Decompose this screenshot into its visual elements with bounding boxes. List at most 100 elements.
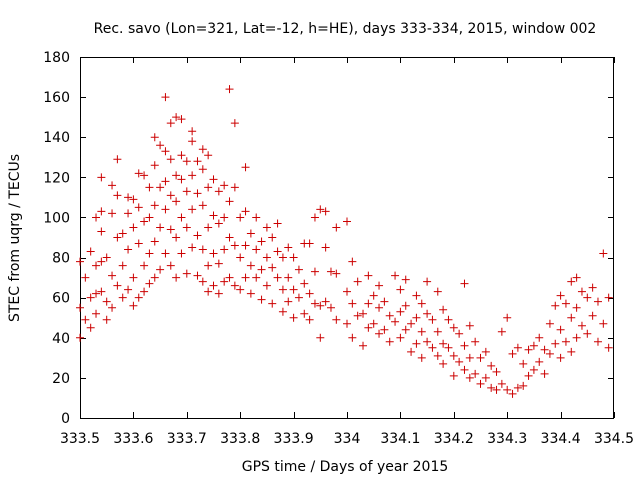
data-point bbox=[583, 329, 592, 338]
data-point bbox=[198, 277, 207, 286]
data-point bbox=[417, 327, 426, 336]
data-point bbox=[471, 337, 480, 346]
data-point bbox=[369, 291, 378, 300]
data-point bbox=[140, 287, 149, 296]
data-point bbox=[535, 357, 544, 366]
data-point bbox=[204, 151, 213, 160]
data-point bbox=[156, 141, 165, 150]
data-point bbox=[182, 157, 191, 166]
data-point bbox=[220, 213, 229, 222]
data-point bbox=[294, 265, 303, 274]
data-point bbox=[487, 361, 496, 370]
data-point bbox=[198, 145, 207, 154]
data-point bbox=[567, 347, 576, 356]
data-point bbox=[535, 333, 544, 342]
data-point bbox=[92, 261, 101, 270]
data-point bbox=[161, 93, 170, 102]
data-point bbox=[310, 299, 319, 308]
data-point bbox=[177, 151, 186, 160]
data-point bbox=[428, 343, 437, 352]
data-point bbox=[246, 289, 255, 298]
data-point bbox=[401, 301, 410, 310]
data-point bbox=[343, 217, 351, 226]
data-point bbox=[359, 341, 368, 350]
data-point bbox=[124, 209, 133, 218]
x-tick-label: 333.5 bbox=[60, 431, 100, 447]
data-point bbox=[204, 287, 213, 296]
data-point bbox=[161, 205, 170, 214]
data-point bbox=[401, 275, 410, 284]
data-point bbox=[348, 257, 357, 266]
data-point bbox=[236, 213, 245, 222]
data-point bbox=[102, 297, 111, 306]
data-point bbox=[225, 197, 234, 206]
data-point bbox=[129, 301, 138, 310]
data-point bbox=[193, 189, 202, 198]
data-point bbox=[166, 261, 175, 270]
data-point bbox=[305, 289, 314, 298]
data-point bbox=[268, 299, 277, 308]
data-point bbox=[540, 369, 549, 378]
y-tick-label: 60 bbox=[52, 291, 70, 307]
data-point bbox=[300, 279, 309, 288]
data-point bbox=[310, 267, 319, 276]
y-tick-label: 100 bbox=[43, 210, 70, 226]
data-point bbox=[497, 327, 506, 336]
data-point bbox=[113, 281, 122, 290]
data-point bbox=[129, 223, 138, 232]
data-point bbox=[577, 287, 586, 296]
x-tick-label: 334.3 bbox=[487, 431, 527, 447]
data-point bbox=[81, 315, 90, 324]
data-point bbox=[508, 389, 517, 398]
data-point bbox=[150, 161, 159, 170]
data-point bbox=[343, 319, 351, 328]
data-point bbox=[246, 261, 255, 270]
data-point bbox=[97, 257, 106, 266]
x-tick-label: 333.6 bbox=[113, 431, 153, 447]
x-tick-label: 333.9 bbox=[274, 431, 314, 447]
data-point bbox=[284, 297, 293, 306]
data-point bbox=[497, 379, 506, 388]
data-point bbox=[166, 155, 175, 164]
data-point bbox=[375, 329, 384, 338]
data-point bbox=[476, 379, 485, 388]
data-point bbox=[433, 287, 442, 296]
data-point bbox=[380, 325, 389, 334]
data-point bbox=[284, 243, 293, 252]
data-point bbox=[567, 313, 576, 322]
x-tick-label: 333.8 bbox=[220, 431, 260, 447]
data-point bbox=[172, 113, 181, 122]
data-point bbox=[156, 265, 165, 274]
data-point bbox=[225, 233, 234, 242]
y-tick-label: 40 bbox=[52, 331, 70, 347]
data-point bbox=[172, 273, 181, 282]
data-point bbox=[177, 249, 186, 258]
data-point bbox=[396, 307, 405, 316]
data-point bbox=[524, 345, 533, 354]
data-point bbox=[380, 297, 389, 306]
data-point bbox=[236, 253, 245, 262]
data-point bbox=[113, 233, 122, 242]
y-axis-label: STEC from uqrg / TECUs bbox=[7, 154, 23, 322]
data-point bbox=[348, 299, 357, 308]
data-point bbox=[412, 339, 421, 348]
data-point bbox=[97, 227, 106, 236]
data-point bbox=[220, 277, 229, 286]
data-point bbox=[412, 291, 421, 300]
data-point bbox=[465, 353, 474, 362]
data-point bbox=[289, 285, 298, 294]
data-point bbox=[113, 191, 122, 200]
y-tick-label: 180 bbox=[43, 50, 70, 66]
data-point bbox=[423, 337, 432, 346]
data-point bbox=[118, 229, 127, 238]
data-point bbox=[583, 293, 592, 302]
data-point bbox=[118, 293, 127, 302]
data-point bbox=[449, 351, 458, 360]
data-point bbox=[134, 239, 143, 248]
data-point bbox=[471, 369, 480, 378]
data-point bbox=[551, 339, 560, 348]
data-point bbox=[86, 293, 95, 302]
data-point bbox=[492, 385, 501, 394]
data-point bbox=[172, 233, 181, 242]
